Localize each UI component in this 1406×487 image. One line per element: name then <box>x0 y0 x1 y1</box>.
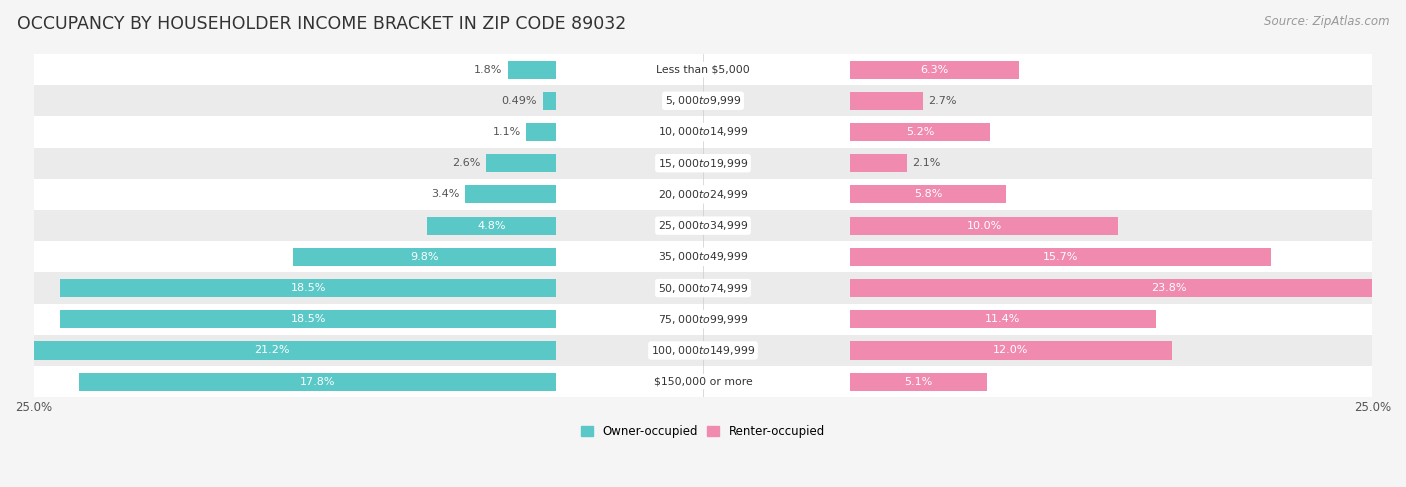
Bar <box>851 186 1005 204</box>
Bar <box>34 366 1372 397</box>
Bar <box>34 179 1372 210</box>
Text: 1.8%: 1.8% <box>474 65 502 75</box>
Text: OCCUPANCY BY HOUSEHOLDER INCOME BRACKET IN ZIP CODE 89032: OCCUPANCY BY HOUSEHOLDER INCOME BRACKET … <box>17 15 626 33</box>
Text: 12.0%: 12.0% <box>993 345 1029 356</box>
Bar <box>851 60 1019 78</box>
Text: 5.2%: 5.2% <box>905 127 934 137</box>
Bar <box>851 248 1271 266</box>
Bar <box>34 304 1372 335</box>
Text: 5.1%: 5.1% <box>904 377 932 387</box>
Text: 4.8%: 4.8% <box>477 221 506 231</box>
Text: $15,000 to $19,999: $15,000 to $19,999 <box>658 157 748 169</box>
Text: $10,000 to $14,999: $10,000 to $14,999 <box>658 126 748 138</box>
Bar <box>526 123 555 141</box>
Text: Less than $5,000: Less than $5,000 <box>657 65 749 75</box>
Bar <box>60 310 555 328</box>
Bar <box>464 186 555 204</box>
Text: 15.7%: 15.7% <box>1043 252 1078 262</box>
Text: 18.5%: 18.5% <box>291 314 326 324</box>
Text: 6.3%: 6.3% <box>921 65 949 75</box>
Text: 23.8%: 23.8% <box>1152 283 1187 293</box>
Text: $20,000 to $24,999: $20,000 to $24,999 <box>658 188 748 201</box>
Text: 5.8%: 5.8% <box>914 189 942 199</box>
Bar <box>851 92 922 110</box>
Bar <box>34 54 1372 85</box>
Bar <box>851 123 990 141</box>
Bar <box>0 341 555 359</box>
Bar <box>851 154 907 172</box>
Text: $50,000 to $74,999: $50,000 to $74,999 <box>658 281 748 295</box>
Bar <box>79 373 555 391</box>
Bar <box>34 116 1372 148</box>
Bar <box>34 148 1372 179</box>
Bar <box>486 154 555 172</box>
Bar <box>294 248 555 266</box>
Text: 18.5%: 18.5% <box>291 283 326 293</box>
Text: 2.7%: 2.7% <box>928 96 956 106</box>
Text: 10.0%: 10.0% <box>966 221 1002 231</box>
Text: $5,000 to $9,999: $5,000 to $9,999 <box>665 94 741 107</box>
Bar <box>34 272 1372 304</box>
Text: $100,000 to $149,999: $100,000 to $149,999 <box>651 344 755 357</box>
Bar <box>60 279 555 297</box>
Bar <box>34 335 1372 366</box>
Text: $25,000 to $34,999: $25,000 to $34,999 <box>658 219 748 232</box>
Bar <box>427 217 555 235</box>
Bar <box>34 85 1372 116</box>
Text: 21.2%: 21.2% <box>254 345 290 356</box>
Text: 11.4%: 11.4% <box>986 314 1021 324</box>
Text: 3.4%: 3.4% <box>432 189 460 199</box>
Bar <box>543 92 555 110</box>
Bar <box>851 217 1118 235</box>
Text: 2.6%: 2.6% <box>453 158 481 168</box>
Text: $150,000 or more: $150,000 or more <box>654 377 752 387</box>
Text: 2.1%: 2.1% <box>912 158 941 168</box>
Legend: Owner-occupied, Renter-occupied: Owner-occupied, Renter-occupied <box>576 420 830 443</box>
Text: 1.1%: 1.1% <box>492 127 520 137</box>
Text: Source: ZipAtlas.com: Source: ZipAtlas.com <box>1264 15 1389 28</box>
Bar <box>34 210 1372 241</box>
Text: $75,000 to $99,999: $75,000 to $99,999 <box>658 313 748 326</box>
Text: 0.49%: 0.49% <box>502 96 537 106</box>
Bar <box>851 341 1171 359</box>
Bar <box>851 373 987 391</box>
Text: $35,000 to $49,999: $35,000 to $49,999 <box>658 250 748 263</box>
Text: 17.8%: 17.8% <box>299 377 335 387</box>
Bar <box>851 310 1156 328</box>
Bar <box>851 279 1406 297</box>
Bar <box>34 241 1372 272</box>
Text: 9.8%: 9.8% <box>411 252 439 262</box>
Bar <box>508 60 555 78</box>
